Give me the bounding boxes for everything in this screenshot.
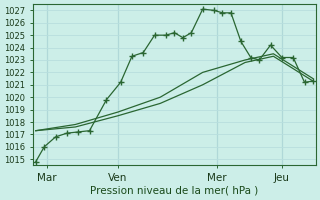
X-axis label: Pression niveau de la mer( hPa ): Pression niveau de la mer( hPa ) xyxy=(90,186,259,196)
